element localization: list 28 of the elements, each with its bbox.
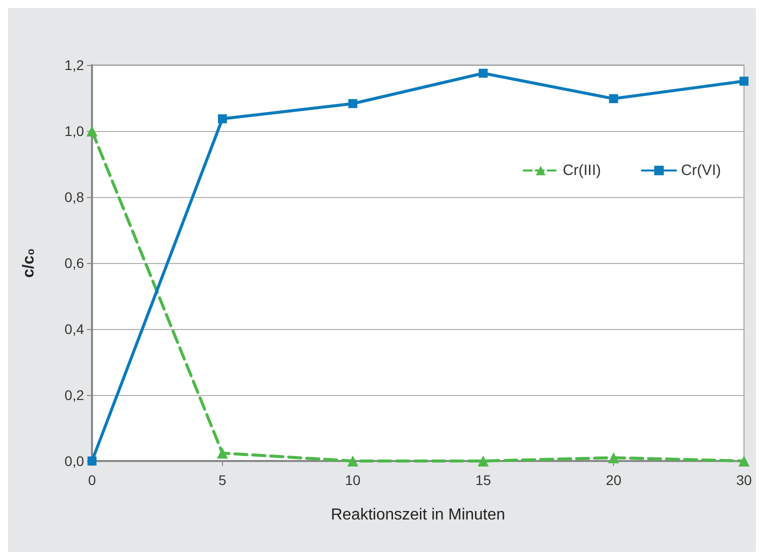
point [609, 94, 618, 104]
y-tick-label: 0,2 [64, 387, 84, 403]
x-tick-label: 0 [88, 472, 96, 488]
y-tick-label: 1,0 [64, 123, 84, 139]
x-tick-label: 5 [218, 472, 226, 488]
point [478, 68, 488, 78]
legend-label: Cr(III) [562, 162, 602, 179]
x-tick-label: 30 [736, 472, 752, 488]
point [86, 126, 98, 136]
x-tick-label: 15 [475, 472, 492, 488]
x-tick-label: 20 [606, 472, 622, 488]
point [740, 76, 748, 86]
point [478, 456, 489, 466]
y-tick-label: 0,0 [64, 453, 84, 469]
y-tick-label: 1,2 [64, 57, 84, 73]
point [218, 114, 227, 124]
x-tick-label: 10 [345, 472, 361, 488]
y-tick-label: 0,4 [64, 321, 84, 337]
point [348, 99, 358, 108]
point [347, 456, 358, 466]
x-axis-title: Reaktionszeit in Minuten [330, 506, 506, 524]
point [608, 452, 620, 464]
point [738, 456, 750, 466]
y-tick-label: 0,8 [64, 189, 84, 205]
y-axis-title: c/c₀ [20, 248, 38, 278]
legend-label: Cr(VI) [681, 162, 722, 179]
point [216, 448, 228, 459]
y-tick-label: 0,6 [64, 255, 84, 271]
